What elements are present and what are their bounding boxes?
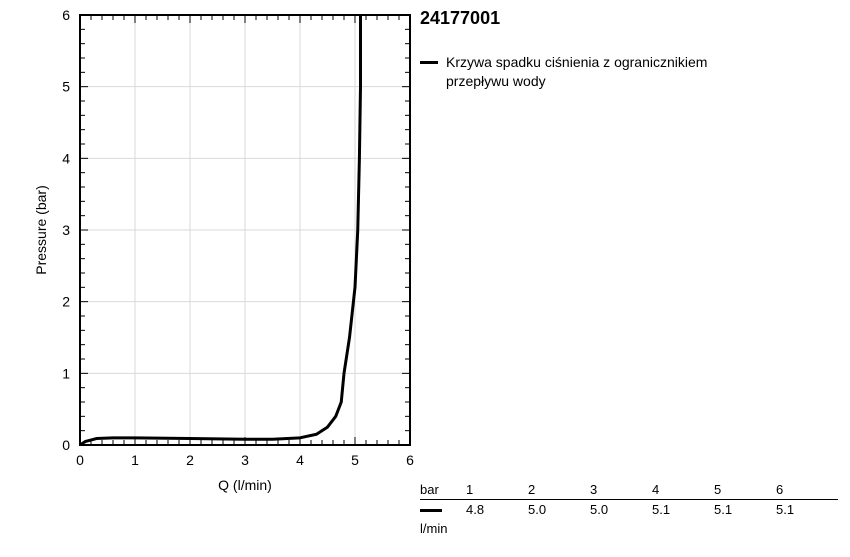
table-cell: 2 — [528, 480, 590, 500]
legend-text: Krzywa spadku ciśnienia z ogranicznikiem… — [446, 53, 726, 91]
table-cell — [776, 519, 838, 538]
table-header-lmin: l/min — [420, 519, 466, 538]
table-row: l/min — [420, 519, 838, 538]
table-row: 4.8 5.0 5.0 5.1 5.1 5.1 — [420, 500, 838, 520]
table-cell — [528, 519, 590, 538]
table-cell — [652, 519, 714, 538]
svg-text:1: 1 — [62, 365, 70, 381]
svg-text:3: 3 — [241, 452, 249, 468]
legend: Krzywa spadku ciśnienia z ogranicznikiem… — [420, 53, 830, 91]
legend-swatch-line-icon — [420, 61, 438, 64]
svg-text:3: 3 — [62, 222, 70, 238]
table-cell: 4 — [652, 480, 714, 500]
table-cell — [590, 519, 652, 538]
flow-table-inner: bar 1 2 3 4 5 6 4.8 5.0 5.0 5.1 5.1 5.1 — [420, 480, 838, 538]
table-row: bar 1 2 3 4 5 6 — [420, 480, 838, 500]
pressure-flow-chart: 0 1 2 3 4 5 6 0 1 2 3 4 5 6 Q (l/min) Pressure (bar) — [30, 5, 420, 500]
chart-container: 0 1 2 3 4 5 6 0 1 2 3 4 5 6 Q (l/min) Pressure (bar) — [30, 5, 420, 505]
svg-text:6: 6 — [406, 452, 414, 468]
svg-text:5: 5 — [62, 79, 70, 95]
svg-text:4: 4 — [62, 150, 70, 166]
table-cell: 3 — [590, 480, 652, 500]
table-cell: 5.0 — [590, 500, 652, 520]
svg-text:0: 0 — [62, 437, 70, 453]
table-header-bar: bar — [420, 480, 466, 500]
table-cell: 6 — [776, 480, 838, 500]
svg-text:4: 4 — [296, 452, 304, 468]
svg-text:Q (l/min): Q (l/min) — [218, 477, 272, 493]
svg-text:2: 2 — [62, 294, 70, 310]
flow-table: bar 1 2 3 4 5 6 4.8 5.0 5.0 5.1 5.1 5.1 — [420, 480, 838, 538]
table-cell: 5.1 — [652, 500, 714, 520]
page-root: 01234560123456Q (l/min)Pressure (bar) 24… — [0, 0, 850, 557]
info-column: 24177001 Krzywa spadku ciśnienia z ogran… — [420, 8, 830, 91]
table-cell: 5 — [714, 480, 776, 500]
svg-text:0: 0 — [76, 452, 84, 468]
table-swatch-cell — [420, 500, 466, 520]
table-cell: 5.0 — [528, 500, 590, 520]
legend-swatch-line-icon — [420, 509, 442, 512]
svg-text:1: 1 — [131, 452, 139, 468]
svg-text:6: 6 — [62, 7, 70, 23]
table-cell: 1 — [466, 480, 528, 500]
table-cell: 5.1 — [776, 500, 838, 520]
svg-text:Pressure (bar): Pressure (bar) — [33, 185, 49, 274]
table-cell: 4.8 — [466, 500, 528, 520]
table-cell — [714, 519, 776, 538]
table-cell — [466, 519, 528, 538]
table-cell: 5.1 — [714, 500, 776, 520]
svg-text:2: 2 — [186, 452, 194, 468]
svg-text:5: 5 — [351, 452, 359, 468]
product-code: 24177001 — [420, 8, 830, 29]
